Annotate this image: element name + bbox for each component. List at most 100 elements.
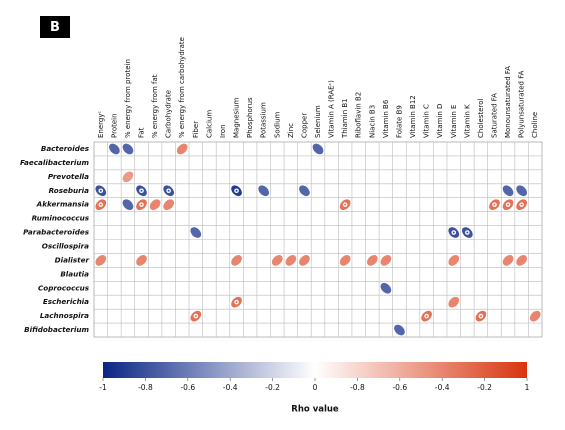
cell-ellipse [95, 255, 107, 266]
cell-ellipse [231, 255, 242, 266]
row-label: Coprococcus [38, 283, 90, 292]
column-label: Vitamin B12 [409, 95, 417, 138]
column-label: Vitamin E [450, 105, 458, 138]
cell-ellipse [516, 185, 527, 197]
cell-ellipse [339, 255, 351, 266]
significance-dot-center [520, 203, 523, 206]
colorbar-tick-label: -0.2 [477, 383, 492, 392]
column-label: % energy from protein [124, 59, 132, 138]
column-label: Energyᶜ [97, 110, 105, 138]
colorbar-tick-label: -0.8 [350, 383, 365, 392]
column-label: Vitamin A (RAEᶜ) [328, 80, 336, 138]
colorbar-tick-label: -0.6 [392, 383, 407, 392]
cell-ellipse [448, 255, 460, 266]
panel-badge [40, 16, 70, 38]
row-label: Faecalibacterium [20, 158, 90, 167]
column-label: % energy from fat [151, 74, 159, 138]
column-label: Vitamin C [423, 104, 431, 138]
column-label: Monounsaturated FA [504, 66, 512, 138]
cell-ellipse [149, 199, 161, 211]
colorbar-tick-label: -1 [99, 383, 107, 392]
cell-ellipse [285, 255, 297, 266]
colorbar-tick-label: -0.2 [265, 383, 280, 392]
row-label: Bacteroides [41, 144, 90, 153]
column-label: Carbohydrate [165, 90, 173, 138]
column-label: Saturated FA [490, 93, 498, 138]
cell-ellipse [190, 227, 202, 238]
cell-ellipse [312, 143, 324, 155]
colorbar-tick-label: -0.4 [223, 383, 238, 392]
column-label: Copper [300, 113, 308, 138]
cell-ellipse [366, 255, 378, 266]
colorbar-tick-label: -0.8 [138, 383, 153, 392]
column-label: % energy from carbohydrate [178, 37, 186, 138]
row-label: Akkermansia [36, 200, 89, 209]
column-label: Calcium [205, 110, 213, 138]
significance-dot-center [99, 189, 102, 192]
cell-ellipse [299, 185, 310, 197]
cell-ellipse [122, 171, 134, 183]
column-label: Potassium [260, 102, 268, 138]
row-label: Ruminococcus [32, 214, 90, 223]
cell-ellipse [176, 143, 188, 155]
row-label: Roseburia [49, 186, 90, 195]
colorbar-tick-label: -0.6 [180, 383, 195, 392]
significance-dot-center [493, 203, 496, 206]
cell-ellipse [299, 255, 310, 266]
panel-label: B [50, 20, 60, 35]
significance-dot-center [235, 189, 238, 192]
row-label: Parabacteroides [23, 228, 90, 237]
column-label: Magnesium [233, 97, 241, 138]
column-label: Riboflavin B2 [355, 92, 363, 138]
cell-ellipse [394, 324, 405, 336]
significance-dot-center [99, 203, 102, 206]
column-label: Fat [138, 127, 146, 138]
cell-ellipse [122, 143, 134, 155]
cell-ellipse [448, 296, 460, 308]
significance-dot-center [344, 203, 347, 206]
significance-dot-center [140, 189, 143, 192]
significance-dot-center [507, 203, 510, 206]
row-label: Dialister [55, 255, 90, 264]
column-label: Phosphorus [246, 97, 254, 138]
column-label: Fiber [192, 121, 200, 138]
colorbar-title: Rho value [291, 405, 339, 415]
significance-dot-center [194, 315, 197, 318]
row-label: Oscillospira [42, 241, 89, 250]
colorbar [103, 362, 527, 378]
cell-ellipse [380, 255, 392, 266]
row-label: Prevotella [48, 172, 89, 181]
significance-dot-center [479, 315, 482, 318]
column-label: Cholesterol [477, 98, 485, 138]
row-label: Blautia [60, 269, 89, 278]
significance-dot-center [140, 203, 143, 206]
cell-ellipse [163, 199, 175, 211]
column-label: Choline [531, 112, 539, 138]
cell-ellipse [122, 199, 134, 211]
column-label: Thiamin B1 [341, 98, 349, 139]
cell-ellipse [258, 185, 270, 197]
significance-dot-center [466, 231, 469, 234]
significance-dot-center [425, 315, 428, 318]
column-label: Iron [219, 124, 227, 138]
cell-ellipse [136, 255, 147, 266]
row-label: Escherichia [43, 297, 89, 306]
column-label: Vitamin B6 [382, 99, 390, 138]
column-label: Selenium [314, 105, 322, 138]
row-label: Lachnospira [40, 311, 89, 320]
cell-ellipse [529, 310, 541, 322]
significance-dot-center [167, 189, 170, 192]
significance-dot-center [452, 231, 455, 234]
cell-ellipse [380, 282, 392, 294]
column-label: Vitamin K [463, 104, 471, 138]
significance-dot-center [235, 301, 238, 304]
column-label: Zinc [287, 123, 295, 138]
colorbar-tick-label: 0 [313, 383, 318, 392]
column-label: Polyunsaturated FA [518, 70, 526, 138]
cell-ellipse [502, 255, 514, 266]
cell-ellipse [502, 185, 514, 197]
colorbar-tick-label: 1 [525, 383, 530, 392]
column-label: Vitamin D [436, 104, 444, 138]
column-label: Folate B9 [395, 105, 403, 138]
column-label: Sodium [273, 111, 281, 138]
